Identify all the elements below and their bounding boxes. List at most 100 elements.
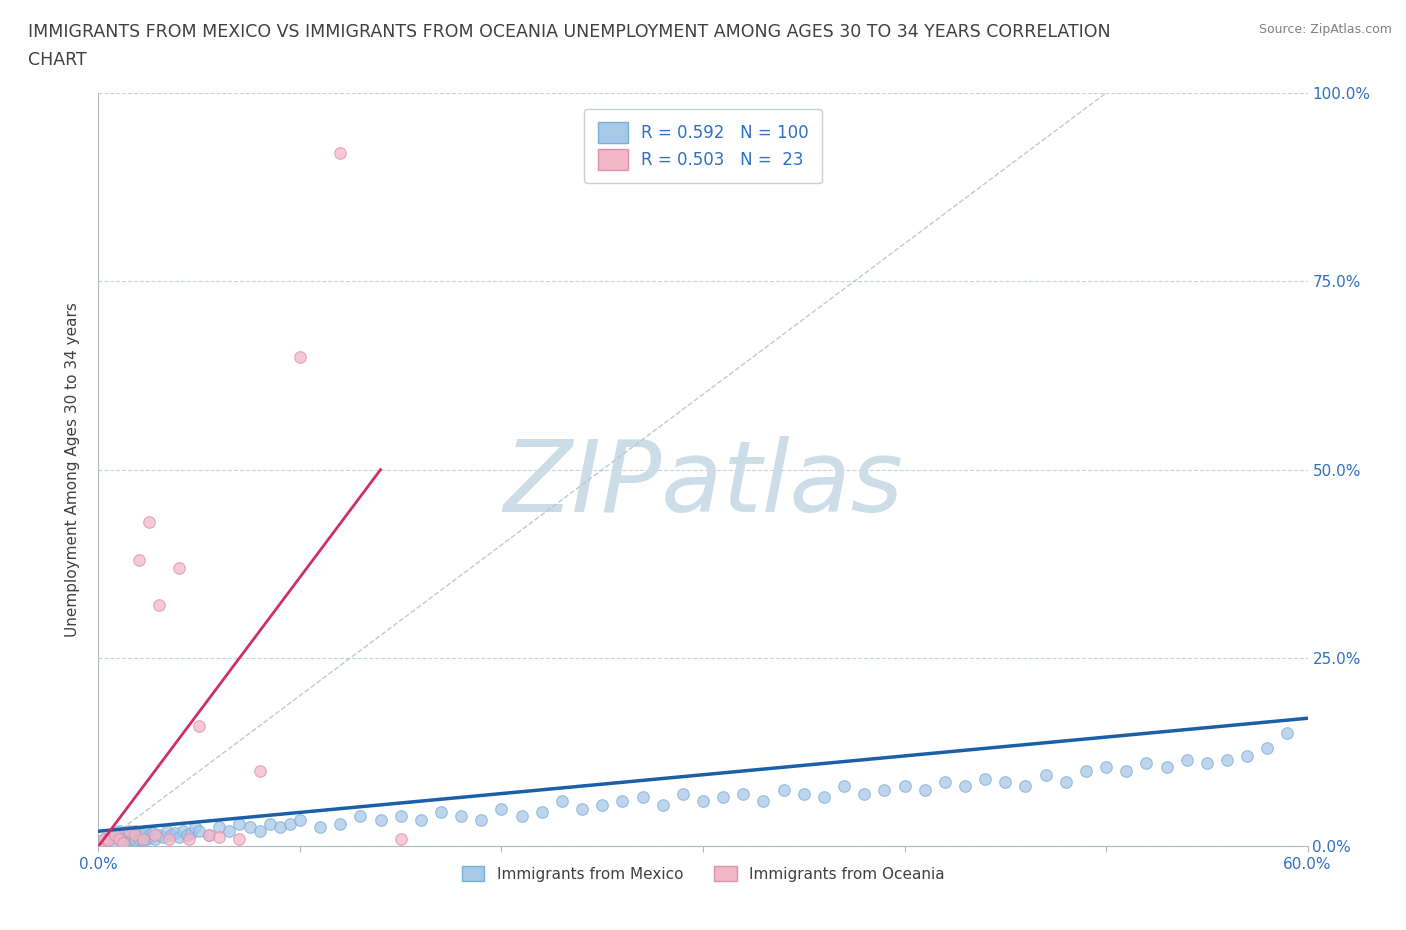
Point [167, 830, 190, 844]
Point [124, 828, 146, 843]
Point [97, 833, 120, 848]
Point [873, 782, 896, 797]
Point [389, 831, 412, 846]
Point [1256, 741, 1278, 756]
Point [188, 718, 211, 733]
Point [1236, 749, 1258, 764]
Point [228, 831, 250, 846]
Point [118, 833, 141, 848]
Point [1074, 764, 1097, 778]
Point [143, 831, 166, 846]
Point [139, 830, 162, 844]
Point [143, 828, 166, 843]
Point [152, 830, 174, 844]
Point [269, 820, 291, 835]
Point [121, 830, 143, 844]
Point [1054, 775, 1077, 790]
Point [114, 831, 136, 846]
Point [142, 825, 165, 840]
Point [218, 824, 240, 839]
Text: Source: ZipAtlas.com: Source: ZipAtlas.com [1258, 23, 1392, 36]
Point [157, 831, 180, 846]
Text: ZIPatlas: ZIPatlas [503, 436, 903, 533]
Point [571, 802, 593, 817]
Point [288, 813, 311, 828]
Point [733, 786, 755, 801]
Point [239, 820, 262, 835]
Point [118, 824, 141, 839]
Point [124, 824, 146, 839]
Point [120, 831, 142, 846]
Point [97, 833, 120, 848]
Point [1115, 764, 1137, 778]
Point [772, 782, 794, 797]
Point [128, 552, 150, 567]
Point [259, 817, 281, 831]
Point [93, 831, 115, 846]
Point [198, 828, 221, 843]
Point [389, 809, 412, 824]
Point [278, 817, 301, 831]
Point [103, 828, 125, 843]
Point [832, 778, 855, 793]
Point [370, 813, 392, 828]
Point [1095, 760, 1118, 775]
Point [631, 790, 654, 804]
Point [111, 828, 134, 843]
Point [612, 793, 634, 808]
Point [893, 778, 915, 793]
Point [132, 831, 155, 846]
Point [1035, 767, 1057, 782]
Point [994, 775, 1017, 790]
Point [101, 830, 124, 844]
Point [974, 771, 997, 786]
Point [132, 833, 155, 848]
Point [711, 790, 734, 804]
Point [138, 828, 160, 843]
Point [138, 515, 160, 530]
Point [853, 786, 876, 801]
Point [132, 828, 155, 843]
Point [160, 828, 183, 843]
Point [510, 809, 533, 824]
Point [1277, 726, 1299, 741]
Point [167, 560, 190, 575]
Point [163, 825, 186, 840]
Point [120, 828, 142, 843]
Point [179, 831, 201, 846]
Point [180, 825, 202, 840]
Point [914, 782, 936, 797]
Point [692, 793, 714, 808]
Point [184, 820, 207, 835]
Point [1216, 752, 1239, 767]
Point [134, 824, 156, 839]
Point [93, 831, 115, 846]
Point [813, 790, 835, 804]
Point [135, 831, 157, 846]
Point [672, 786, 695, 801]
Point [1175, 752, 1198, 767]
Point [470, 813, 492, 828]
Point [156, 824, 179, 839]
Point [349, 809, 371, 824]
Point [1156, 760, 1178, 775]
Legend: Immigrants from Mexico, Immigrants from Oceania: Immigrants from Mexico, Immigrants from … [456, 859, 950, 887]
Point [128, 831, 150, 846]
Point [125, 828, 148, 843]
Point [176, 828, 198, 843]
Point [128, 825, 150, 840]
Point [651, 797, 673, 812]
Text: IMMIGRANTS FROM MEXICO VS IMMIGRANTS FROM OCEANIA UNEMPLOYMENT AMONG AGES 30 TO : IMMIGRANTS FROM MEXICO VS IMMIGRANTS FRO… [28, 23, 1111, 41]
Point [148, 598, 170, 613]
Point [309, 820, 332, 835]
Point [591, 797, 613, 812]
Point [430, 805, 453, 820]
Point [953, 778, 976, 793]
Point [148, 828, 170, 843]
Point [208, 820, 231, 835]
Point [115, 830, 138, 844]
Point [118, 825, 141, 840]
Point [208, 830, 231, 844]
Point [249, 764, 271, 778]
Point [124, 833, 146, 848]
